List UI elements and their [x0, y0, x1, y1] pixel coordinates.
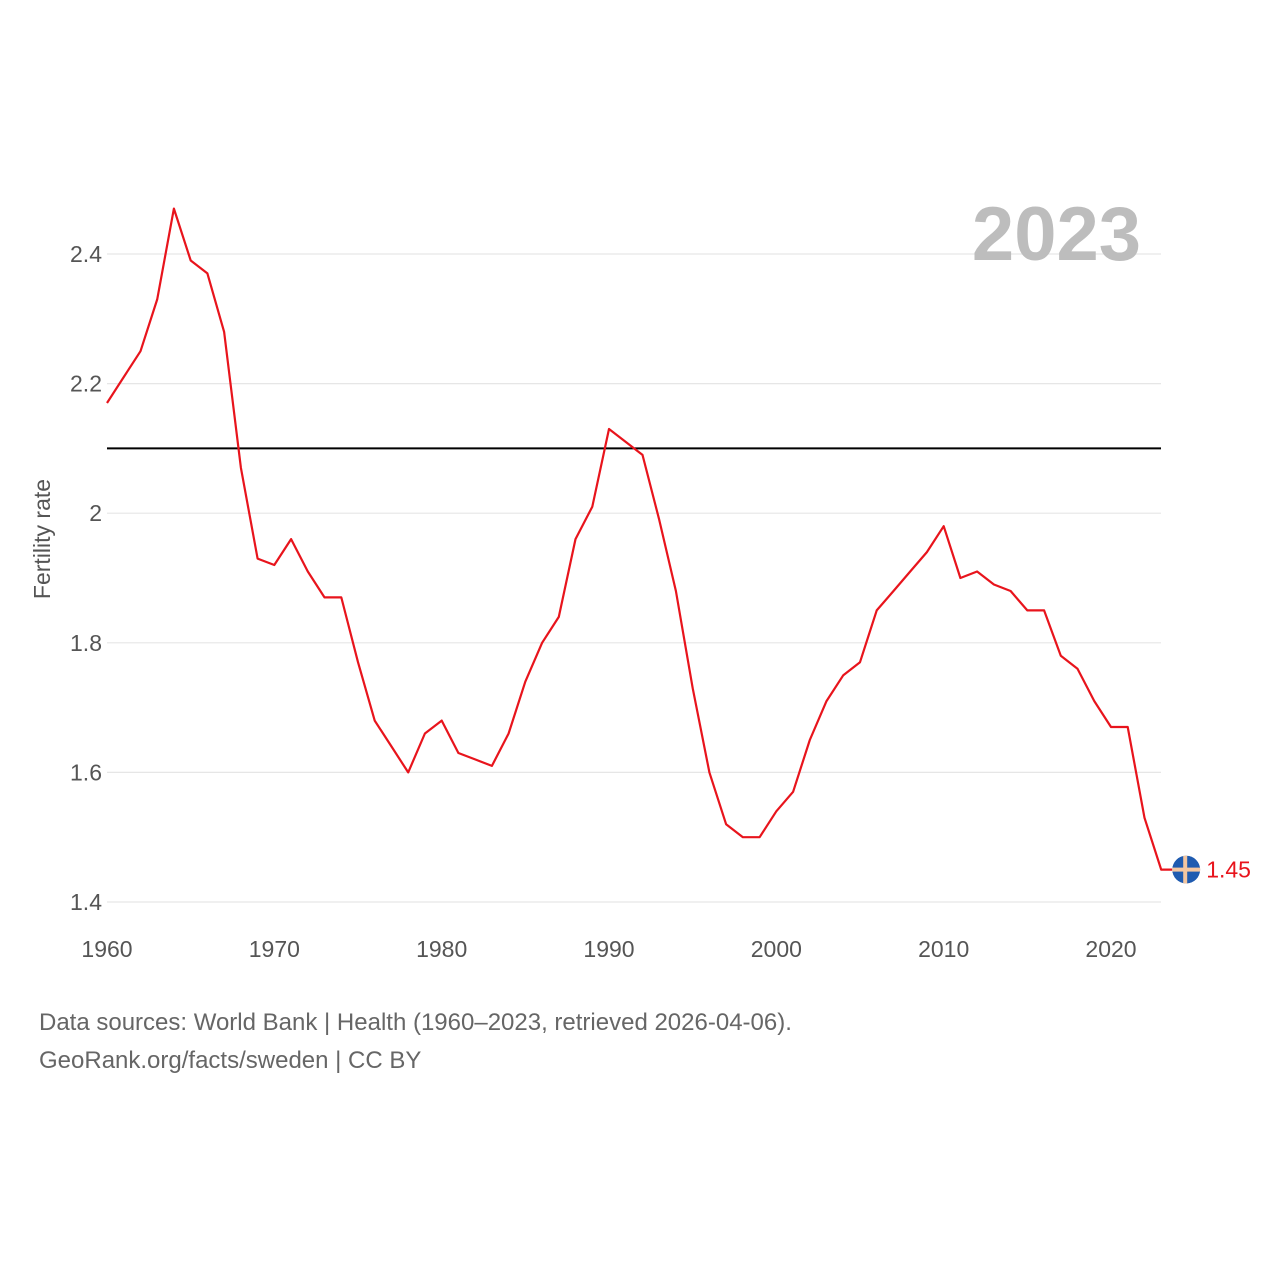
line-chart: 1.4 1.6 1.8 2 2.2 2.4 1960 1970 1980 1990 2000 201… — [29, 192, 1251, 962]
x-tick-label: 1970 — [249, 936, 300, 962]
gridlines — [107, 253, 1161, 903]
series-line-sweden — [106, 207, 1173, 871]
x-axis-ticks: 1960 1970 1980 1990 2000 2010 2020 — [81, 936, 1136, 962]
x-tick-label: 2000 — [751, 936, 802, 962]
y-tick-label: 1.4 — [70, 889, 102, 915]
x-tick-label: 1990 — [583, 936, 634, 962]
x-tick-label: 1960 — [81, 936, 132, 962]
y-axis-label: Fertility rate — [29, 479, 55, 599]
y-tick-label: 1.6 — [70, 759, 102, 785]
x-tick-label: 1980 — [416, 936, 467, 962]
end-value-label: 1.45 — [1206, 857, 1251, 883]
y-tick-label: 2 — [89, 500, 102, 526]
y-tick-label: 2.2 — [70, 371, 102, 397]
x-tick-label: 2010 — [918, 936, 969, 962]
footer: Data sources: World Bank | Health (1960–… — [39, 1004, 792, 1080]
attribution-link[interactable]: GeoRank.org/facts/sweden | CC BY — [39, 1047, 422, 1074]
year-label: 2023 — [972, 192, 1141, 277]
sweden-flag-icon — [1172, 855, 1201, 884]
y-axis-ticks: 1.4 1.6 1.8 2 2.2 2.4 — [70, 241, 102, 915]
x-tick-label: 2020 — [1085, 936, 1136, 962]
y-tick-label: 2.4 — [70, 241, 102, 267]
data-sources-text: Data sources: World Bank | Health (1960–… — [39, 1009, 792, 1036]
y-tick-label: 1.8 — [70, 630, 102, 656]
